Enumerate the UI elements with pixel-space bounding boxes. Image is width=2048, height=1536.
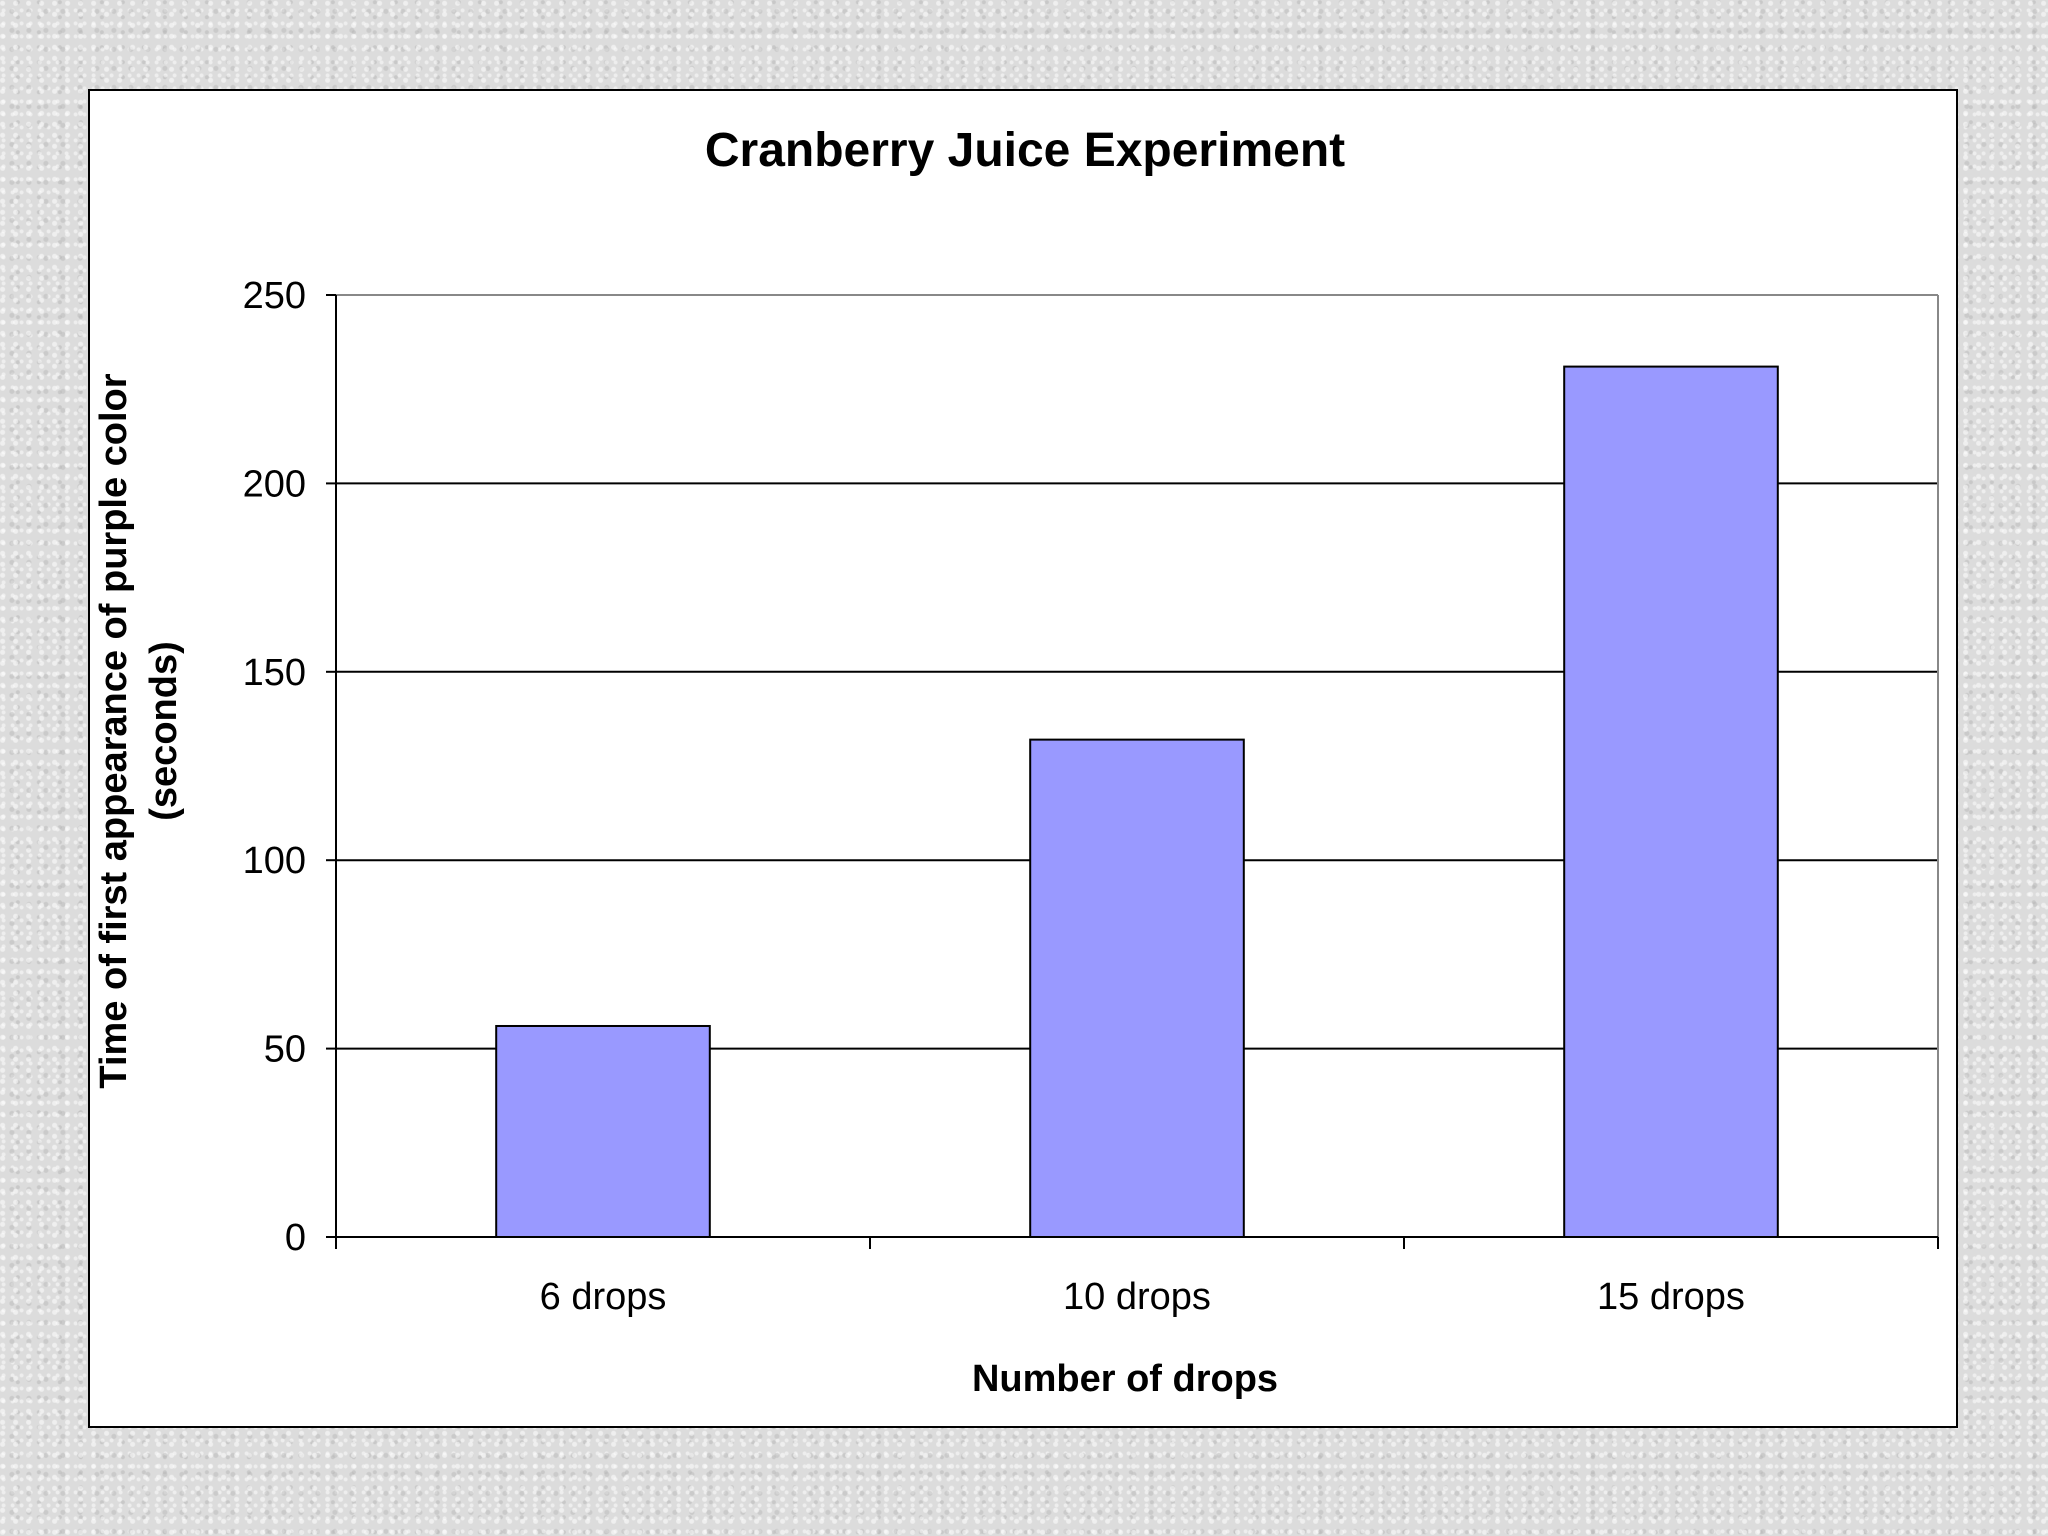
x-axis-title: Number of drops (972, 1358, 1278, 1400)
bar-chart: Cranberry Juice Experiment 0 50 100 150 200 2… (93, 124, 1939, 1400)
x-tick-label: 10 drops (1063, 1276, 1211, 1318)
chart-frame: Cranberry Juice Experiment 0 50 100 150 200 2… (88, 89, 1958, 1428)
x-tick-label: 6 drops (540, 1276, 667, 1318)
bars (495, 365, 1779, 1239)
y-tick-labels: 0 50 100 150 200 250 (243, 275, 306, 1259)
y-axis-title-line-2: (seconds) (143, 641, 185, 820)
x-tick-labels: 6 drops 10 drops 15 drops (540, 1276, 1745, 1318)
y-tick-label: 150 (243, 652, 306, 694)
y-axis-title-line-1: Time of first appearance of purple color (93, 373, 135, 1088)
axes (326, 294, 1939, 1249)
y-tick-label: 50 (264, 1029, 306, 1071)
bar-2 (1029, 738, 1245, 1239)
chart-title: Cranberry Juice Experiment (705, 124, 1345, 177)
y-tick-label: 0 (285, 1217, 306, 1259)
bar-3 (1563, 365, 1779, 1239)
y-tick-label: 200 (243, 463, 306, 505)
y-tick-label: 100 (243, 840, 306, 882)
y-axis-title: Time of first appearance of purple color… (93, 373, 185, 1088)
y-tick-label: 250 (243, 275, 306, 317)
x-tick-label: 15 drops (1597, 1276, 1745, 1318)
bar-1 (495, 1024, 711, 1238)
